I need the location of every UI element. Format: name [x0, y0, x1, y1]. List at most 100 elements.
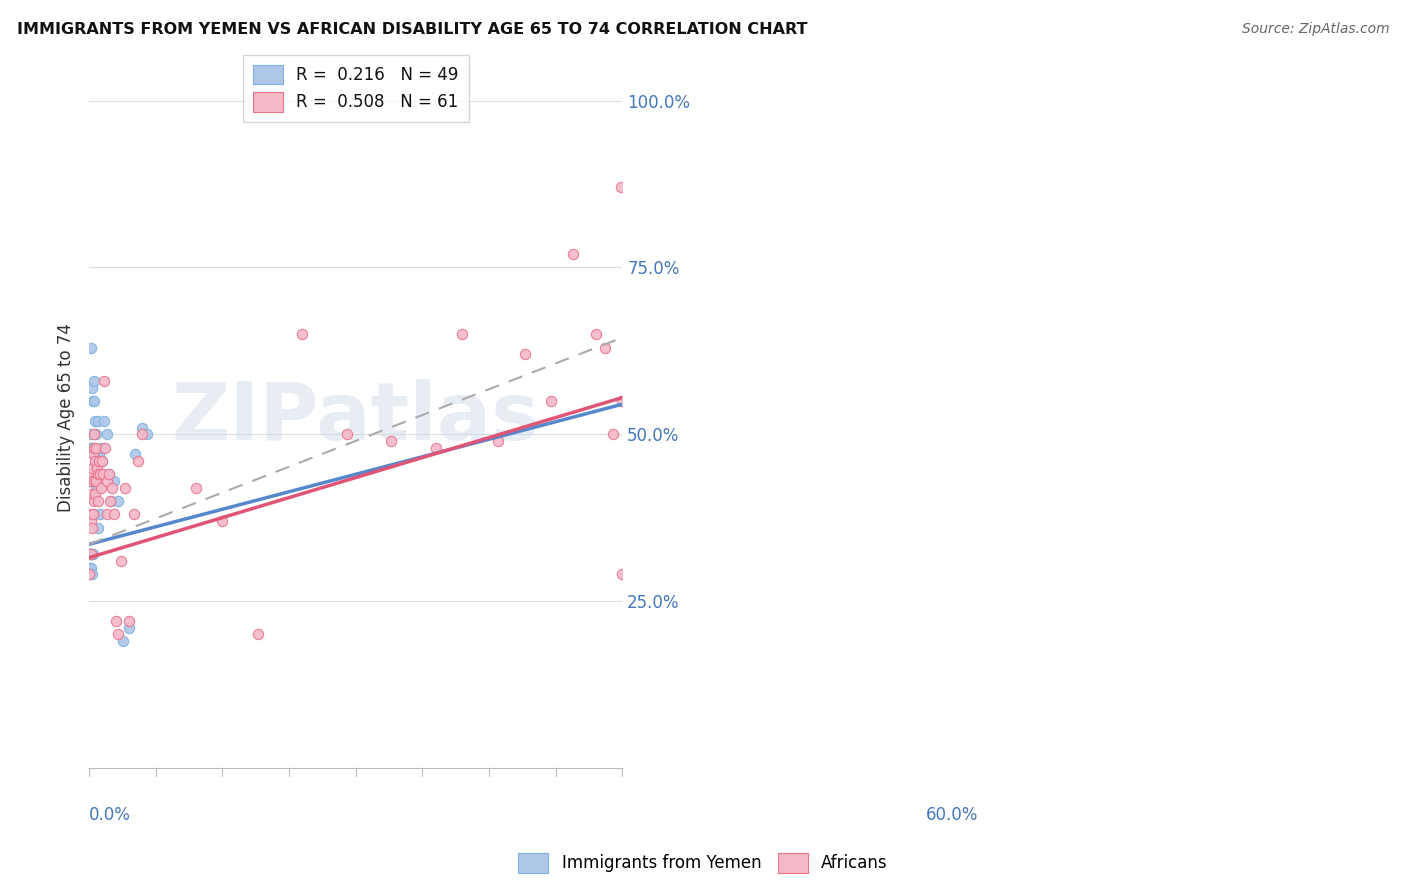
Point [90, 441, 112, 455]
Point [93, 414, 115, 428]
Point [97, 467, 120, 482]
Point [87, 414, 110, 428]
Legend: R =  0.216   N = 49, R =  0.508   N = 61: R = 0.216 N = 49, R = 0.508 N = 61 [243, 54, 468, 121]
Point [80, 460, 103, 475]
Point [82, 508, 104, 522]
Point [131, 420, 153, 434]
Point [291, 327, 314, 342]
Point [80, 380, 103, 394]
Point [91, 454, 114, 468]
Point [77, 547, 100, 561]
Point [84, 481, 107, 495]
Point [184, 481, 207, 495]
Point [612, 567, 634, 582]
Point [84, 454, 107, 468]
Point [110, 554, 132, 568]
Point [80, 547, 103, 561]
Point [87, 454, 110, 468]
Point [87, 494, 110, 508]
Point [513, 347, 536, 361]
Point [104, 614, 127, 628]
Point [79, 567, 101, 582]
Point [103, 508, 125, 522]
Point [89, 508, 111, 522]
Point [83, 441, 105, 455]
Text: IMMIGRANTS FROM YEMEN VS AFRICAN DISABILITY AGE 65 TO 74 CORRELATION CHART: IMMIGRANTS FROM YEMEN VS AFRICAN DISABIL… [17, 22, 807, 37]
Point [80, 441, 103, 455]
Point [562, 247, 585, 261]
Point [87, 520, 110, 534]
Point [111, 634, 134, 648]
Point [80, 474, 103, 488]
Point [451, 327, 474, 342]
Point [101, 481, 124, 495]
Text: ZIPatlas: ZIPatlas [172, 378, 540, 457]
Point [80, 441, 103, 455]
Point [79, 427, 101, 442]
Point [486, 434, 509, 448]
Point [80, 341, 103, 355]
Point [77, 560, 100, 574]
Point [80, 467, 103, 482]
Point [79, 441, 101, 455]
Point [86, 460, 108, 475]
Point [79, 560, 101, 574]
Point [612, 393, 634, 408]
Point [135, 427, 157, 442]
Point [96, 474, 118, 488]
Point [593, 341, 616, 355]
Point [84, 474, 107, 488]
Text: 60.0%: 60.0% [925, 806, 979, 824]
Y-axis label: Disability Age 65 to 74: Disability Age 65 to 74 [58, 323, 75, 512]
Point [107, 627, 129, 641]
Point [83, 460, 105, 475]
Point [336, 427, 359, 442]
Point [84, 414, 107, 428]
Point [118, 621, 141, 635]
Point [84, 427, 107, 442]
Point [84, 487, 107, 501]
Point [86, 454, 108, 468]
Point [380, 434, 402, 448]
Point [609, 180, 631, 194]
Point [80, 560, 103, 574]
Point [131, 427, 153, 442]
Point [80, 520, 103, 534]
Point [82, 393, 104, 408]
Point [83, 427, 105, 442]
Point [80, 547, 103, 561]
Point [602, 427, 624, 442]
Point [93, 374, 115, 388]
Point [84, 441, 107, 455]
Text: 0.0%: 0.0% [89, 806, 131, 824]
Point [77, 567, 100, 582]
Point [79, 508, 101, 522]
Point [79, 467, 101, 482]
Point [425, 441, 447, 455]
Point [107, 494, 129, 508]
Legend: Immigrants from Yemen, Africans: Immigrants from Yemen, Africans [512, 847, 894, 880]
Point [97, 467, 120, 482]
Point [83, 393, 105, 408]
Point [80, 567, 103, 582]
Point [89, 467, 111, 482]
Point [96, 508, 118, 522]
Point [83, 374, 105, 388]
Point [540, 393, 562, 408]
Point [82, 447, 104, 461]
Point [103, 474, 125, 488]
Point [82, 474, 104, 488]
Point [80, 547, 103, 561]
Point [96, 427, 118, 442]
Point [124, 447, 146, 461]
Point [91, 454, 114, 468]
Point [100, 494, 122, 508]
Point [90, 481, 112, 495]
Point [211, 514, 233, 528]
Point [80, 514, 103, 528]
Point [77, 567, 100, 582]
Point [83, 494, 105, 508]
Point [114, 481, 136, 495]
Point [122, 508, 145, 522]
Point [585, 327, 607, 342]
